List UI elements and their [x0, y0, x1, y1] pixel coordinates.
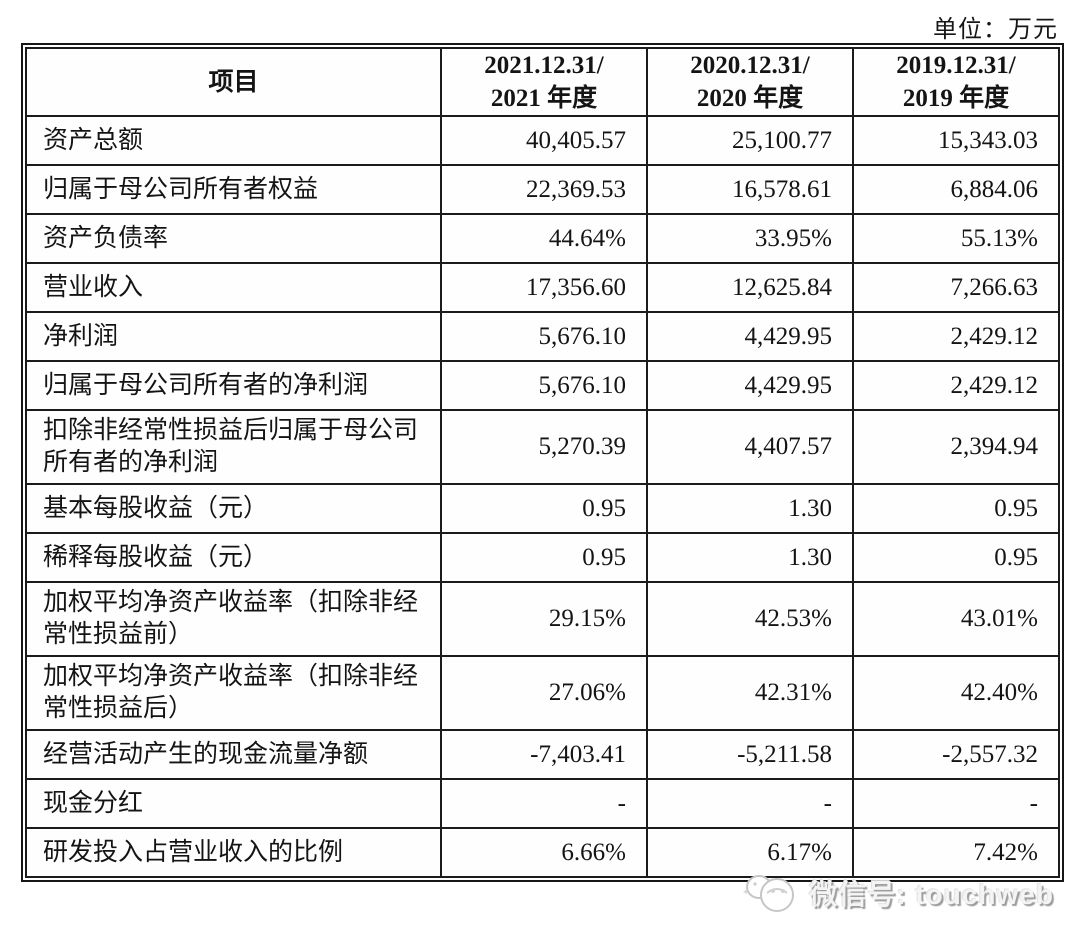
cell-value: - — [852, 778, 1060, 829]
header-2019-date: 2019.12.31/ — [896, 52, 1016, 79]
cell-value: 5,676.10 — [440, 360, 648, 411]
row-label: 资产总额 — [25, 115, 442, 166]
row-label: 经营活动产生的现金流量净额 — [25, 729, 442, 780]
table-row-revenue: 营业收入 17,356.60 12,625.84 7,266.63 — [25, 262, 1060, 313]
header-2021-year: 2021 年度 — [490, 85, 598, 112]
row-label: 资产负债率 — [25, 213, 442, 264]
cell-value: 1.30 — [646, 483, 854, 534]
cell-value: -5,211.58 — [646, 729, 854, 780]
header-2020-date: 2020.12.31/ — [690, 52, 810, 79]
cell-value: 0.95 — [440, 532, 648, 583]
cell-value: 15,343.03 — [852, 115, 1060, 166]
cell-value: 7,266.63 — [852, 262, 1060, 313]
cell-value: 2,394.94 — [852, 409, 1060, 485]
row-label: 营业收入 — [25, 262, 442, 313]
cell-value: 43.01% — [852, 581, 1060, 657]
cell-value: 33.95% — [646, 213, 854, 264]
cell-value: 29.15% — [440, 581, 648, 657]
cell-value: - — [440, 778, 648, 829]
cell-value: 6.17% — [646, 827, 854, 878]
cell-value: 4,407.57 — [646, 409, 854, 485]
row-label: 扣除非经常性损益后归属于母公司所有者的净利润 — [25, 409, 442, 485]
header-2021: 2021.12.31/ 2021 年度 — [440, 47, 648, 117]
cell-value: 27.06% — [440, 655, 648, 731]
row-label: 归属于母公司所有者权益 — [25, 164, 442, 215]
cell-value: 25,100.77 — [646, 115, 854, 166]
header-2021-date: 2021.12.31/ — [484, 52, 604, 79]
table-row-basic-eps: 基本每股收益（元） 0.95 1.30 0.95 — [25, 483, 1060, 534]
row-label: 净利润 — [25, 311, 442, 362]
cell-value: 6,884.06 — [852, 164, 1060, 215]
cell-value: 7.42% — [852, 827, 1060, 878]
cell-value: 2,429.12 — [852, 311, 1060, 362]
row-label: 稀释每股收益（元） — [25, 532, 442, 583]
cell-value: -7,403.41 — [440, 729, 648, 780]
cell-value: 42.31% — [646, 655, 854, 731]
cell-value: 16,578.61 — [646, 164, 854, 215]
header-item: 项目 — [25, 47, 442, 117]
table-row-parent-net-profit: 归属于母公司所有者的净利润 5,676.10 4,429.95 2,429.12 — [25, 360, 1060, 411]
cell-value: 5,676.10 — [440, 311, 648, 362]
cell-value: -2,557.32 — [852, 729, 1060, 780]
cell-value: 42.53% — [646, 581, 854, 657]
table-row-deducted-net-profit: 扣除非经常性损益后归属于母公司所有者的净利润 5,270.39 4,407.57… — [25, 409, 1060, 485]
row-label: 研发投入占营业收入的比例 — [25, 827, 442, 878]
cell-value: 40,405.57 — [440, 115, 648, 166]
table-row-net-profit: 净利润 5,676.10 4,429.95 2,429.12 — [25, 311, 1060, 362]
table-row-total-assets: 资产总额 40,405.57 25,100.77 15,343.03 — [25, 115, 1060, 166]
cell-value: 55.13% — [852, 213, 1060, 264]
table-row-parent-equity: 归属于母公司所有者权益 22,369.53 16,578.61 6,884.06 — [25, 164, 1060, 215]
cell-value: 12,625.84 — [646, 262, 854, 313]
row-label: 加权平均净资产收益率（扣除非经常性损益后） — [25, 655, 442, 731]
cell-value: 4,429.95 — [646, 360, 854, 411]
table-row-roe-after: 加权平均净资产收益率（扣除非经常性损益后） 27.06% 42.31% 42.4… — [25, 655, 1060, 731]
header-2020: 2020.12.31/ 2020 年度 — [646, 47, 854, 117]
row-label: 归属于母公司所有者的净利润 — [25, 360, 442, 411]
cell-value: 6.66% — [440, 827, 648, 878]
header-2019-year: 2019 年度 — [902, 85, 1010, 112]
cell-value: 5,270.39 — [440, 409, 648, 485]
cell-value: 44.64% — [440, 213, 648, 264]
header-2019: 2019.12.31/ 2019 年度 — [852, 47, 1060, 117]
cell-value: 0.95 — [852, 532, 1060, 583]
table-row-operating-cashflow: 经营活动产生的现金流量净额 -7,403.41 -5,211.58 -2,557… — [25, 729, 1060, 780]
cell-value: 22,369.53 — [440, 164, 648, 215]
cell-value: 2,429.12 — [852, 360, 1060, 411]
table-header-row: 项目 2021.12.31/ 2021 年度 2020.12.31/ 2020 … — [25, 47, 1060, 117]
table-row-rd-ratio: 研发投入占营业收入的比例 6.66% 6.17% 7.42% — [25, 827, 1060, 878]
cell-value: 0.95 — [440, 483, 648, 534]
row-label: 现金分红 — [25, 778, 442, 829]
table-row-diluted-eps: 稀释每股收益（元） 0.95 1.30 0.95 — [25, 532, 1060, 583]
header-2020-year: 2020 年度 — [696, 85, 804, 112]
cell-value: - — [646, 778, 854, 829]
table-row-debt-ratio: 资产负债率 44.64% 33.95% 55.13% — [25, 213, 1060, 264]
table-row-roe-before: 加权平均净资产收益率（扣除非经常性损益前） 29.15% 42.53% 43.0… — [25, 581, 1060, 657]
unit-label: 单位：万元 — [933, 17, 1058, 43]
cell-value: 0.95 — [852, 483, 1060, 534]
cell-value: 42.40% — [852, 655, 1060, 731]
cell-value: 4,429.95 — [646, 311, 854, 362]
cell-value: 17,356.60 — [440, 262, 648, 313]
row-label: 基本每股收益（元） — [25, 483, 442, 534]
cell-value: 1.30 — [646, 532, 854, 583]
row-label: 加权平均净资产收益率（扣除非经常性损益前） — [25, 581, 442, 657]
financial-summary-table: 项目 2021.12.31/ 2021 年度 2020.12.31/ 2020 … — [21, 43, 1064, 882]
table-row-cash-dividend: 现金分红 - - - — [25, 778, 1060, 829]
